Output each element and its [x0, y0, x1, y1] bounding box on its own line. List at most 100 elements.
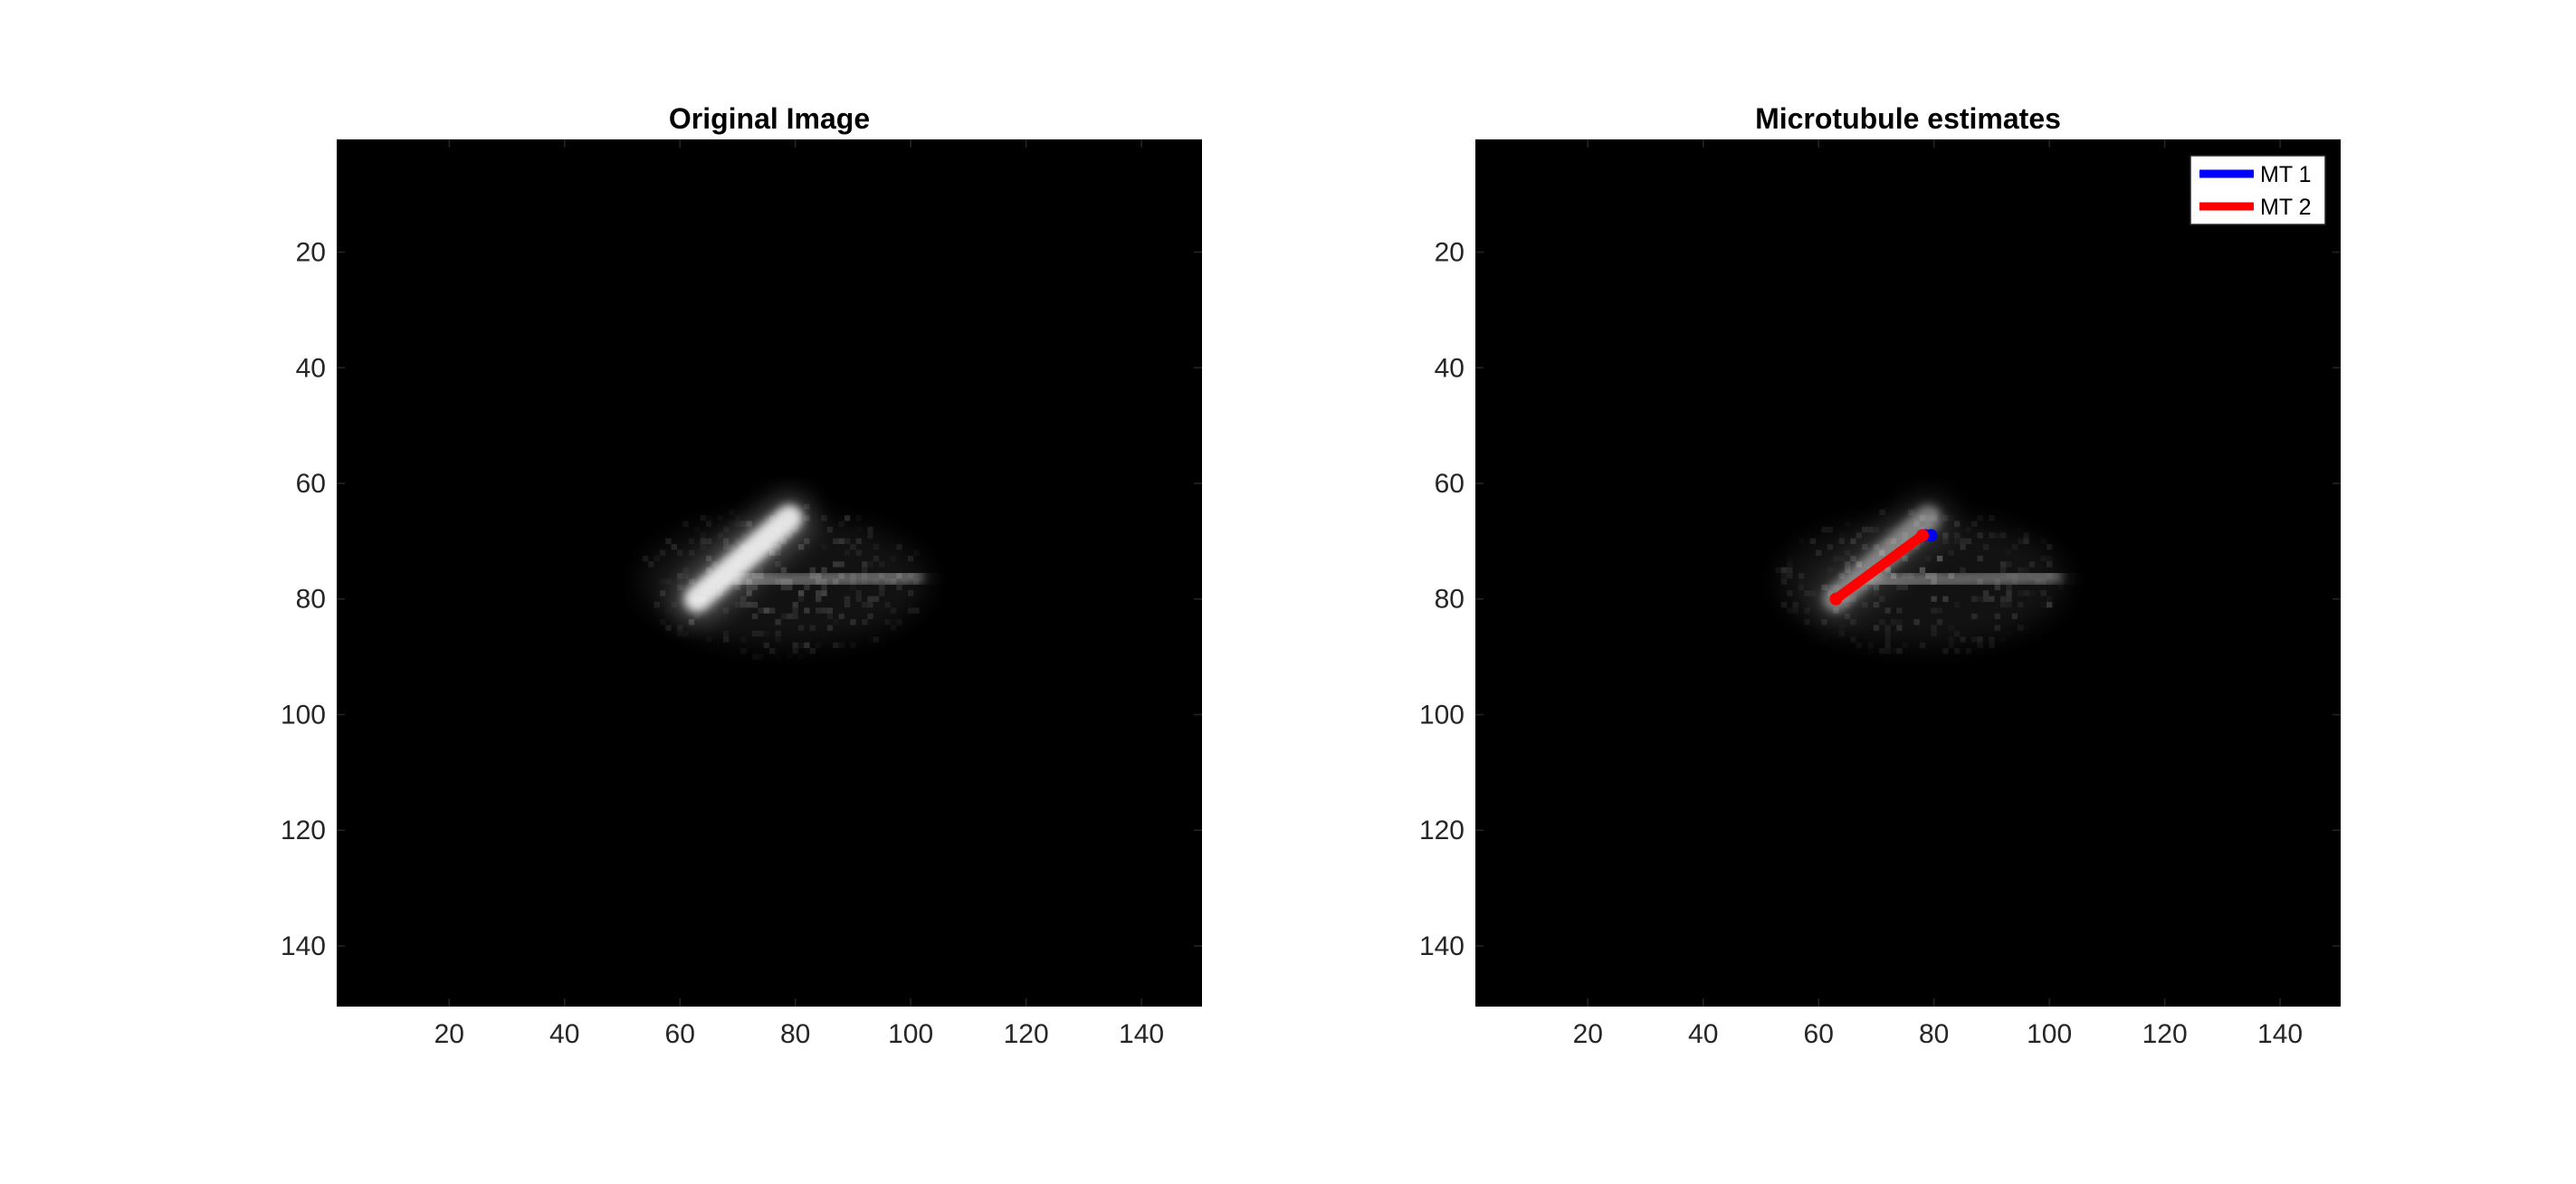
speckle-pixel — [1850, 555, 1856, 562]
speckle-pixel — [1890, 619, 1897, 625]
speckle-pixel — [1931, 625, 1937, 631]
speckle-pixel — [804, 584, 810, 591]
speckle-pixel — [1780, 601, 1788, 608]
speckle-pixel — [1995, 532, 2000, 538]
speckle-pixel — [896, 544, 902, 550]
x-tick-label: 140 — [1119, 1019, 1164, 1049]
speckle-pixel — [1948, 636, 1954, 643]
speckle-pixel — [769, 607, 776, 614]
speckle-pixel — [711, 607, 717, 613]
speckle-pixel — [855, 596, 862, 602]
speckle-pixel — [1798, 539, 1804, 544]
speckle-pixel — [896, 584, 902, 591]
speckle-pixel — [1827, 568, 1833, 573]
speckle-pixel — [2041, 539, 2046, 544]
speckle-pixel — [1844, 601, 1851, 608]
speckle-pixel — [723, 607, 730, 614]
speckle-pixel — [1999, 561, 2007, 568]
speckle-pixel — [861, 619, 868, 625]
speckle-pixel — [838, 573, 844, 579]
speckle-pixel — [844, 515, 851, 521]
speckle-pixel — [723, 538, 730, 545]
speckle-pixel — [1999, 596, 2007, 602]
speckle-pixel — [879, 590, 885, 597]
speckle-pixel — [1948, 573, 1954, 579]
speckle-pixel — [780, 584, 787, 591]
speckle-pixel — [1896, 607, 1903, 614]
speckle-pixel — [1931, 573, 1937, 579]
speckle-pixel — [826, 607, 834, 614]
speckle-pixel — [1942, 596, 1949, 602]
speckle-pixel — [1827, 590, 1834, 597]
speckle-pixel — [1809, 538, 1817, 545]
speckle-pixel — [1971, 613, 1978, 620]
speckle-pixel — [2011, 578, 2018, 585]
speckle-pixel — [2023, 538, 2029, 545]
speckle-pixel — [705, 555, 712, 562]
speckle-pixel — [740, 596, 747, 602]
speckle-pixel — [1844, 549, 1851, 556]
speckle-pixel — [1977, 597, 1982, 602]
speckle-pixel — [775, 561, 781, 568]
speckle-pixel — [665, 625, 672, 631]
speckle-pixel — [764, 631, 769, 636]
speckle-pixel — [1844, 567, 1851, 573]
speckle-pixel — [1925, 515, 1932, 521]
speckle-pixel — [746, 590, 752, 597]
speckle-pixel — [1954, 602, 1960, 607]
speckle-pixel — [688, 619, 695, 625]
speckle-pixel — [1989, 636, 1995, 643]
speckle-pixel — [1792, 601, 1798, 608]
y-tick-label: 80 — [1435, 585, 1465, 615]
speckle-pixel — [1787, 556, 1792, 561]
speckle-pixel — [1953, 630, 1961, 637]
axes-original-image: Original Image 20 40 60 80 100 120 140 20 40 60 8… — [281, 102, 1202, 1049]
speckle-pixel — [1960, 538, 1966, 545]
speckle-pixel — [1913, 515, 1919, 520]
speckle-pixel — [694, 613, 701, 620]
speckle-pixel — [855, 549, 862, 556]
speckle-pixel — [1896, 619, 1902, 625]
speckle-pixel — [700, 596, 706, 602]
speckle-pixel — [2018, 567, 2024, 573]
speckle-pixel — [769, 544, 776, 550]
speckle-pixel — [1856, 561, 1863, 568]
speckle-pixel — [907, 573, 914, 579]
speckle-pixel — [2058, 585, 2064, 590]
speckle-pixel — [1885, 636, 1891, 642]
speckle-pixel — [1867, 648, 1873, 654]
speckle-pixel — [2006, 573, 2012, 579]
speckle-pixel — [718, 515, 723, 520]
speckle-pixel — [1925, 556, 1931, 561]
speckle-pixel — [1816, 549, 1822, 556]
speckle-pixel — [809, 648, 816, 654]
speckle-pixel — [850, 544, 856, 550]
speckle-pixel — [838, 613, 844, 620]
speckle-pixel — [867, 601, 873, 608]
speckle-pixel — [665, 578, 671, 584]
speckle-pixel — [1931, 578, 1937, 585]
speckle-pixel — [688, 578, 695, 585]
speckle-pixel — [735, 515, 740, 520]
speckle-pixel — [833, 561, 839, 568]
speckle-pixel — [2000, 636, 2006, 642]
speckle-pixel — [792, 607, 798, 614]
speckle-pixel — [1827, 526, 1834, 533]
speckle-pixel — [1867, 643, 1873, 648]
speckle-pixel — [671, 544, 678, 550]
speckle-pixel — [2018, 625, 2024, 631]
speckle-pixel — [1913, 520, 1920, 527]
speckle-pixel — [1850, 538, 1856, 545]
speckle-pixel — [1821, 584, 1827, 591]
speckle-pixel — [746, 584, 752, 591]
speckle-pixel — [861, 567, 868, 573]
speckle-pixel — [723, 578, 730, 585]
speckle-pixel — [896, 619, 902, 625]
speckle-pixel — [873, 544, 880, 550]
speckle-pixel — [665, 607, 671, 613]
speckle-pixel — [1838, 573, 1845, 579]
speckle-pixel — [867, 561, 873, 567]
speckle-pixel — [821, 584, 827, 591]
speckle-pixel — [688, 538, 695, 545]
speckle-pixel — [740, 520, 747, 527]
